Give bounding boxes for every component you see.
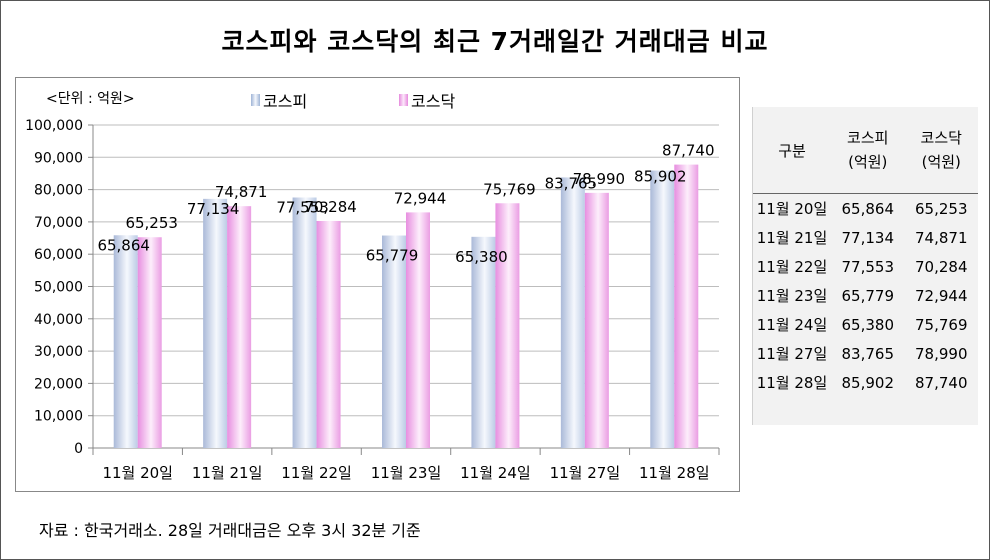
x-tick-label: 11월 22일 (281, 464, 352, 482)
table-cell-kospi: 85,902 (841, 373, 895, 392)
x-tick-label: 11월 28일 (639, 464, 710, 482)
chart-container: <단위 : 억원> 코스피 코스닥 65,864 65,253 77,134 74,8… (15, 77, 740, 492)
source-note: 자료 : 한국거래소. 28일 거래대금은 오후 3시 32분 기준 (39, 521, 421, 540)
y-tick-label: 90,000 (34, 150, 83, 166)
legend-swatch-kospi (251, 94, 260, 106)
unit-label: <단위 : 억원> (46, 91, 135, 107)
y-tick-label: 50,000 (34, 280, 83, 296)
data-label-kospi: 65,779 (366, 247, 419, 265)
bar-kosdaq (674, 164, 699, 448)
data-label-kosdaq: 72,944 (394, 189, 447, 207)
bar-kospi (471, 236, 496, 448)
table-cell-kosdaq: 65,253 (915, 199, 968, 218)
table-cell-kospi: 77,553 (841, 257, 895, 276)
y-tick-label: 70,000 (34, 215, 83, 231)
bar-kospi (203, 198, 228, 448)
table-header-kospi-name: 코스피 (847, 129, 889, 147)
bar-kospi (560, 177, 585, 448)
table-cell-kospi: 65,380 (841, 315, 895, 334)
legend-item-kosdaq: 코스닥 (399, 88, 455, 112)
bar-kosdaq (137, 237, 162, 448)
table-row: 11월 24일 65,380 75,769 (753, 310, 978, 339)
legend-swatch-kosdaq (399, 94, 408, 106)
data-table-panel: 구분 코스피 (억원) 코스닥 (억원) 11월 20일 65,864 65,2… (752, 107, 978, 425)
data-label-kosdaq: 78,990 (573, 170, 626, 188)
table-row: 11월 20일 65,864 65,253 (753, 194, 978, 224)
table-cell-date: 11월 28일 (756, 374, 828, 392)
bar-kosdaq (316, 220, 341, 448)
table-header-kospi-unit: (억원) (848, 153, 888, 171)
table-cell-kospi: 77,134 (841, 228, 895, 247)
table-cell-date: 11월 21일 (756, 229, 828, 247)
y-tick-label: 10,000 (34, 409, 83, 425)
bar-kospi (292, 197, 317, 448)
table-cell-date: 11월 20일 (756, 200, 828, 218)
table-row: 11월 21일 77,134 74,871 (753, 223, 978, 252)
table-header-kosdaq: 코스닥 (억원) (904, 107, 978, 194)
data-label-kospi: 85,902 (634, 168, 687, 186)
data-label-kospi: 77,134 (187, 200, 240, 218)
table-cell-kosdaq: 74,871 (915, 228, 968, 247)
table-cell-kosdaq: 75,769 (915, 315, 968, 334)
x-tick-label: 11월 24일 (460, 464, 531, 482)
table-cell-kospi: 83,765 (841, 344, 895, 363)
table-header-kosdaq-unit: (억원) (921, 153, 961, 171)
table-row: 11월 28일 85,902 87,740 (753, 368, 978, 397)
table-cell-kosdaq: 72,944 (915, 286, 968, 305)
table-header-gubun: 구분 (753, 107, 831, 194)
bar-kosdaq (495, 203, 520, 448)
table-header-kosdaq-name: 코스닥 (920, 129, 962, 147)
table-cell-kospi: 65,864 (841, 199, 895, 218)
y-tick-label: 60,000 (34, 247, 83, 263)
data-label-kospi: 65,864 (97, 236, 150, 254)
y-tick-label: 30,000 (34, 344, 83, 360)
bar-kospi (113, 235, 138, 448)
data-label-kosdaq: 65,253 (125, 214, 178, 232)
y-tick-label: 0 (74, 441, 83, 457)
table-cell-date: 11월 22일 (756, 258, 828, 276)
legend-item-kospi: 코스피 (251, 88, 307, 112)
data-label-kosdaq: 87,740 (662, 142, 715, 160)
table-cell-date: 11월 23일 (756, 287, 828, 305)
data-table: 구분 코스피 (억원) 코스닥 (억원) 11월 20일 65,864 65,2… (753, 107, 978, 397)
y-tick-label: 20,000 (34, 376, 83, 392)
data-label-kosdaq: 75,769 (483, 180, 536, 198)
table-cell-kosdaq: 78,990 (915, 344, 968, 363)
table-row: 11월 23일 65,779 72,944 (753, 281, 978, 310)
x-tick-label: 11월 23일 (371, 464, 442, 482)
x-tick-label: 11월 20일 (102, 464, 173, 482)
bar-kosdaq (584, 192, 609, 448)
table-row: 11월 27일 83,765 78,990 (753, 339, 978, 368)
table-cell-date: 11월 27일 (756, 345, 828, 363)
legend-label-kosdaq: 코스닥 (411, 92, 456, 111)
data-label-kospi: 65,380 (455, 248, 508, 266)
x-tick-label: 11월 27일 (550, 464, 621, 482)
table-cell-kosdaq: 70,284 (915, 257, 968, 276)
table-header-kospi: 코스피 (억원) (831, 107, 905, 194)
legend-label-kospi: 코스피 (263, 92, 308, 111)
data-label-kosdaq: 74,871 (215, 183, 268, 201)
bar-kosdaq (406, 212, 430, 448)
bar-kospi (650, 170, 675, 448)
x-tick-label: 11월 21일 (192, 464, 263, 482)
data-label-kospi: 83,765 (545, 174, 598, 192)
table-cell-date: 11월 24일 (756, 316, 828, 334)
bar-kosdaq (227, 206, 252, 448)
table-cell-kosdaq: 87,740 (915, 373, 968, 392)
table-cell-kospi: 65,779 (841, 286, 895, 305)
page-title: 코스피와 코스닥의 최근 7거래일간 거래대금 비교 (221, 27, 769, 56)
y-tick-label: 100,000 (25, 118, 83, 134)
y-tick-label: 40,000 (34, 312, 83, 328)
y-tick-label: 80,000 (34, 183, 83, 199)
table-header-row: 구분 코스피 (억원) 코스닥 (억원) (753, 107, 978, 194)
data-label-kosdaq: 70,284 (304, 198, 357, 216)
table-row: 11월 22일 77,553 70,284 (753, 252, 978, 281)
data-label-kospi: 77,553 (276, 199, 329, 217)
bar-kospi (382, 235, 406, 448)
